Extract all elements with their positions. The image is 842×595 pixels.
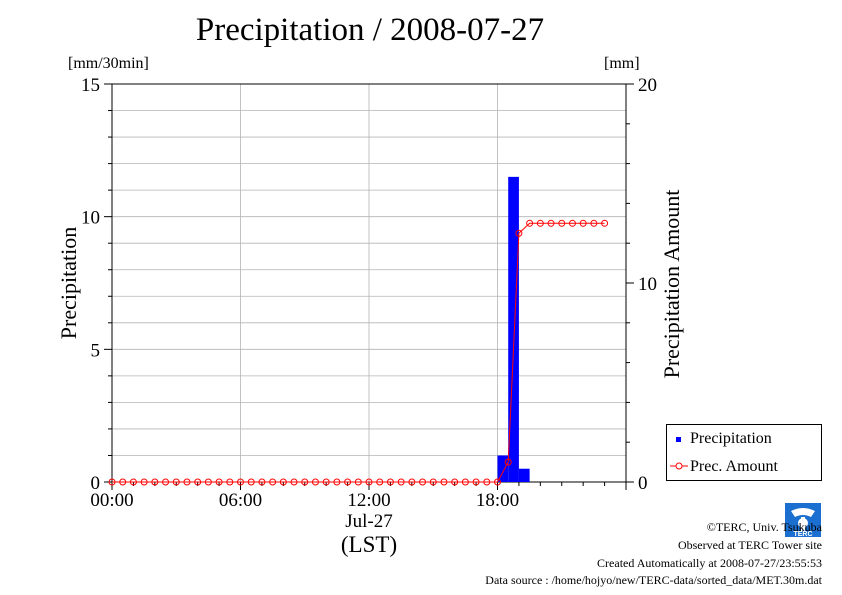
prec-amount-point xyxy=(568,219,576,227)
prec-amount-point xyxy=(494,478,501,486)
legend-item-precipitation: Precipitation xyxy=(667,428,821,450)
prec-amount-point xyxy=(279,478,287,486)
prec-amount-point xyxy=(215,478,223,486)
prec-amount-point xyxy=(311,478,319,486)
prec-amount-point xyxy=(226,478,234,486)
right-axis-tick-label: 20 xyxy=(638,75,657,96)
prec-amount-point xyxy=(601,219,609,227)
prec-amount-point xyxy=(108,478,116,486)
footer-observed: Observed at TERC Tower site xyxy=(677,538,822,552)
prec-amount-point xyxy=(333,478,341,486)
svg-text:TERC: TERC xyxy=(793,531,812,537)
prec-amount-point xyxy=(183,478,191,486)
prec-amount-point xyxy=(440,478,448,486)
prec-amount-point xyxy=(344,478,352,486)
prec-amount-point xyxy=(397,478,405,486)
prec-amount-point xyxy=(472,478,480,486)
prec-amount-point xyxy=(590,219,598,227)
prec-amount-point xyxy=(247,478,255,486)
x-axis-tick-label: 18:00 xyxy=(476,490,519,511)
x-axis-date-label: Jul-27 xyxy=(345,511,393,532)
legend-bar-swatch xyxy=(676,437,681,442)
left-axis-tick-label: 15 xyxy=(81,75,100,96)
prec-amount-point xyxy=(547,219,555,227)
right-axis-tick-label: 0 xyxy=(638,473,648,494)
prec-amount-point xyxy=(237,478,244,486)
prec-amount-point xyxy=(140,478,148,486)
prec-amount-point xyxy=(451,478,459,486)
footer-copyright: ©TERC, Univ. Tsukuba xyxy=(706,520,822,534)
legend-label-prec-amount: Prec. Amount xyxy=(690,458,778,475)
left-axis-unit: [mm/30min] xyxy=(68,55,149,72)
prec-amount-point xyxy=(322,478,330,486)
chart-legend: Precipitation Prec. Amount xyxy=(666,424,822,481)
prec-amount-point xyxy=(419,478,427,486)
prec-amount-point xyxy=(354,478,362,486)
right-axis-tick-label: 10 xyxy=(638,274,657,295)
x-axis-tick-label: 12:00 xyxy=(347,490,390,511)
left-axis-tick-label: 0 xyxy=(91,473,101,494)
left-axis-title: Precipitation xyxy=(56,227,81,339)
x-axis-tick-label: 00:00 xyxy=(90,490,133,511)
prec-amount-point xyxy=(129,478,137,486)
terc-logo-icon: TERC xyxy=(785,503,821,537)
prec-amount-point xyxy=(579,219,587,227)
prec-amount-point xyxy=(483,478,491,486)
x-axis-title: (LST) xyxy=(341,532,397,557)
prec-amount-point xyxy=(151,478,159,486)
prec-amount-point xyxy=(558,219,566,227)
right-axis-unit: [mm] xyxy=(604,55,640,72)
right-axis-title: Precipitation Amount xyxy=(659,190,684,379)
legend-item-prec-amount: Prec. Amount xyxy=(667,456,821,478)
prec-amount-line xyxy=(112,222,605,483)
prec-amount-point xyxy=(526,219,534,227)
prec-amount-point xyxy=(172,478,180,486)
prec-amount-point xyxy=(258,478,266,486)
prec-amount-point xyxy=(408,478,416,486)
prec-amount-point xyxy=(536,219,544,227)
precipitation-bar xyxy=(497,455,509,482)
legend-line-swatch xyxy=(670,462,688,470)
prec-amount-point xyxy=(504,458,512,466)
left-axis-tick-label: 5 xyxy=(91,340,101,361)
prec-amount-point xyxy=(194,478,202,486)
legend-label-precipitation: Precipitation xyxy=(690,430,772,447)
precipitation-bar xyxy=(508,176,519,482)
prec-amount-point xyxy=(365,478,373,486)
prec-amount-point xyxy=(376,478,384,486)
prec-amount-point xyxy=(119,478,127,486)
prec-amount-point xyxy=(301,478,309,486)
prec-amount-point xyxy=(204,478,212,486)
chart-title: Precipitation / 2008-07-27 xyxy=(195,12,545,48)
precipitation-bar xyxy=(518,468,530,482)
left-axis-tick-label: 10 xyxy=(81,208,100,229)
prec-amount-point xyxy=(461,478,469,486)
prec-amount-point xyxy=(386,478,394,486)
x-axis-tick-label: 06:00 xyxy=(219,490,262,511)
footer-source: Data source : /home/hojyo/new/TERC-data/… xyxy=(485,573,822,587)
prec-amount-point xyxy=(162,478,170,486)
prec-amount-point xyxy=(515,229,523,237)
prec-amount-point xyxy=(290,478,298,486)
prec-amount-point xyxy=(429,478,437,486)
footer-created: Created Automatically at 2008-07-27/23:5… xyxy=(597,556,822,570)
prec-amount-point xyxy=(269,478,277,486)
